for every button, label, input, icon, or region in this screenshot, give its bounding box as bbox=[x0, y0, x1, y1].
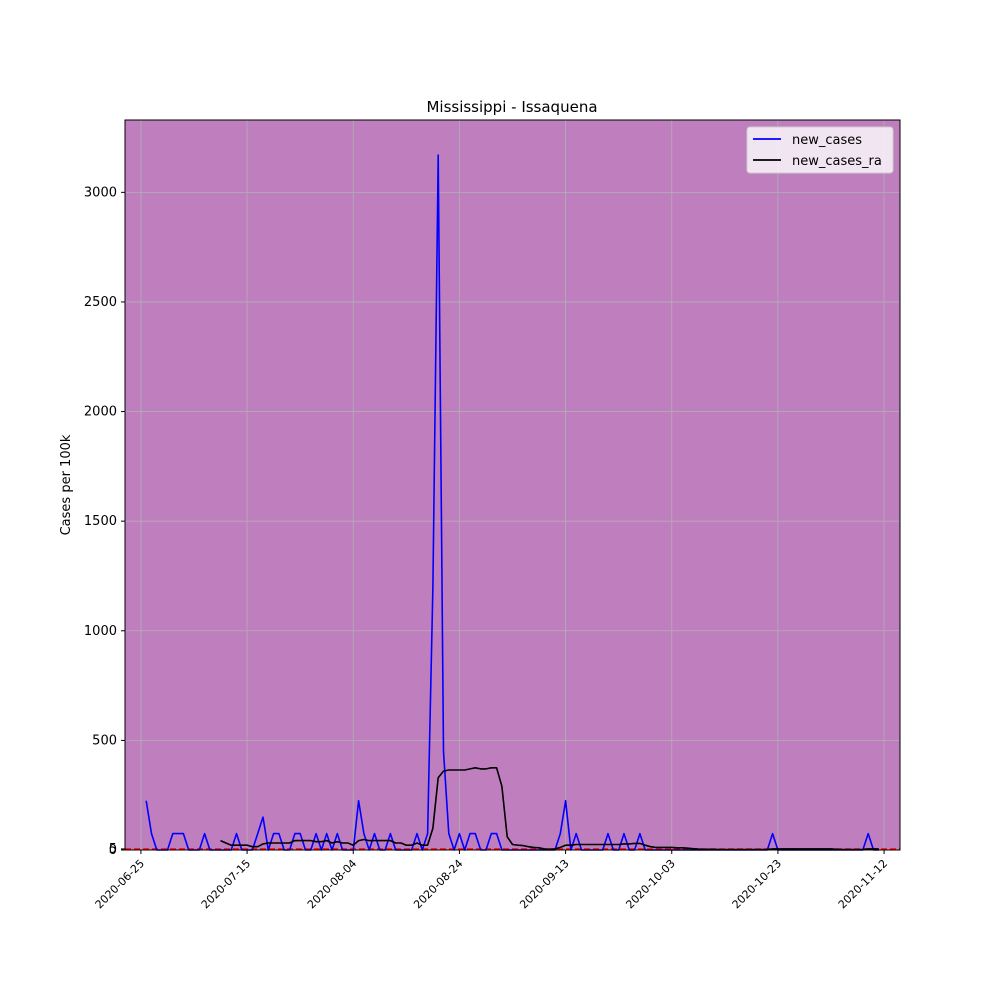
x-tick-label: 2020-08-24 bbox=[411, 857, 465, 911]
legend-label: new_cases bbox=[792, 133, 862, 148]
grid-lines bbox=[125, 120, 900, 851]
legend-label: new_cases_ra bbox=[792, 154, 882, 169]
x-tick-label: 2020-06-25 bbox=[93, 857, 147, 911]
y-tick-label: 500 bbox=[92, 733, 117, 748]
x-tick-label: 2020-10-03 bbox=[623, 857, 677, 911]
plot-frame bbox=[124, 119, 901, 851]
legend: new_cases new_cases_ra bbox=[746, 126, 894, 174]
x-axis: 2020-06-25 2020-07-15 2020-08-04 2020-08-24… bbox=[93, 850, 890, 911]
x-tick-label: 2020-09-13 bbox=[517, 857, 571, 911]
y-tick-label: 0 bbox=[109, 843, 117, 858]
plot-background bbox=[125, 120, 900, 850]
x-tick-label: 2020-08-04 bbox=[305, 857, 359, 911]
y-tick-label: 2500 bbox=[84, 295, 117, 310]
y-tick-label: 3000 bbox=[84, 185, 117, 200]
y-tick-label: 2000 bbox=[84, 405, 117, 420]
y-tick-label: 1500 bbox=[84, 514, 117, 529]
series-line-new-cases-ra bbox=[220, 766, 879, 851]
x-tick-label: 2020-11-12 bbox=[836, 857, 890, 911]
y-tick-label: 1000 bbox=[84, 624, 117, 639]
x-tick-label: 2020-07-15 bbox=[199, 857, 253, 911]
x-tick-label: 2020-10-23 bbox=[730, 857, 784, 911]
y-axis: 05 500 1000 1500 2000 2500 3000 bbox=[84, 185, 125, 858]
legend-box bbox=[746, 126, 894, 174]
y-axis-label: Cases per 100k bbox=[59, 434, 74, 535]
y-tick-label: 5 bbox=[109, 842, 117, 857]
chart-title: Mississippi - Issaquena bbox=[426, 98, 597, 116]
